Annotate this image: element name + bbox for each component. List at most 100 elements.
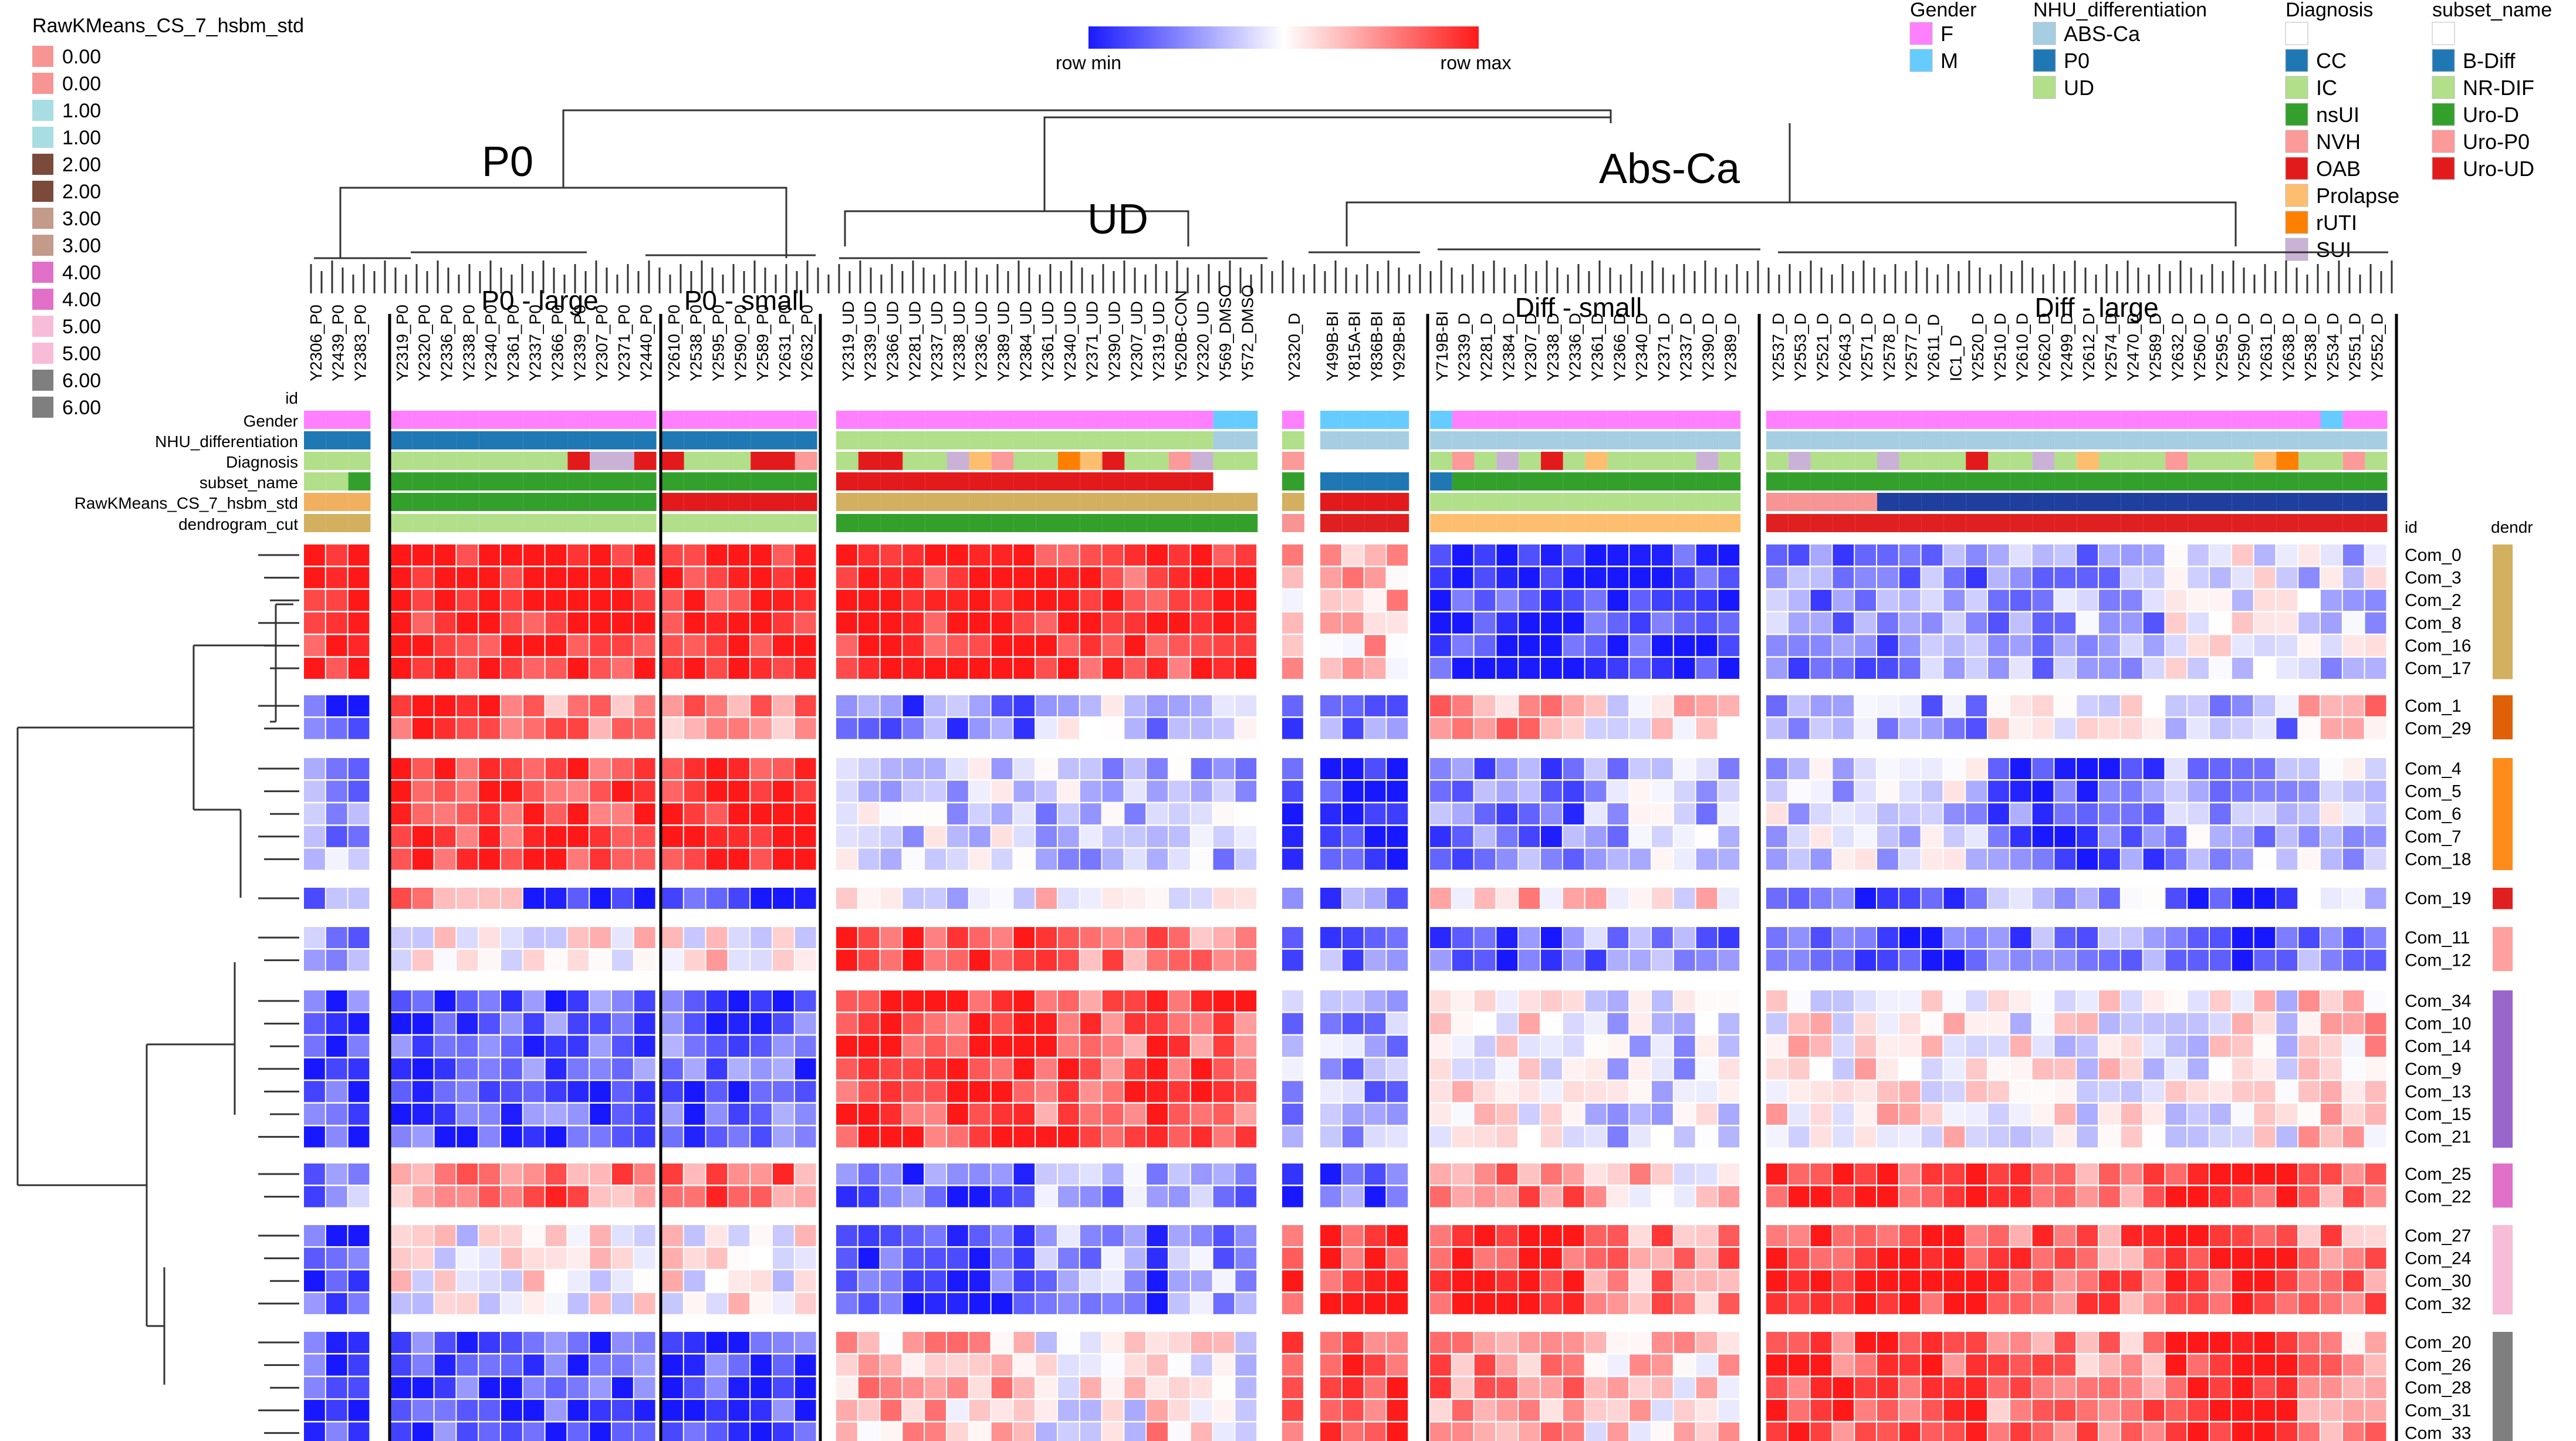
heatmap-cell: [858, 1293, 880, 1314]
heatmap-cell: [1320, 888, 1341, 909]
annotation-cell: [795, 411, 817, 429]
heatmap-cell: [1342, 848, 1364, 870]
annotation-cell: [1102, 493, 1125, 511]
heatmap-cell: [1102, 826, 1124, 847]
heatmap-cell: [1833, 949, 1854, 971]
heatmap-cell: [1496, 1186, 1518, 1207]
column-label: Y2337_P0: [526, 305, 545, 381]
heatmap-cell: [751, 1399, 772, 1421]
annotation-cell: [1235, 452, 1258, 470]
heatmap-cell: [304, 1354, 325, 1376]
column-label: Y2631_D: [2257, 313, 2276, 381]
legend-swatch: [2285, 76, 2308, 99]
heatmap-cell: [880, 888, 902, 909]
heatmap-cell: [1855, 1332, 1876, 1353]
heatmap-cell: [1607, 1081, 1629, 1102]
heatmap-cell: [925, 927, 946, 948]
annotation-cell: [2032, 431, 2055, 449]
heatmap-cell: [2188, 1354, 2209, 1376]
heatmap-cell: [728, 1013, 750, 1034]
heatmap-cell: [1674, 1081, 1695, 1102]
heatmap-cell: [2254, 780, 2276, 802]
heatmap-cell: [795, 1225, 816, 1246]
legend-swatch: [2033, 49, 2056, 72]
heatmap-cell: [1966, 1354, 1987, 1376]
heatmap-cell: [479, 1354, 500, 1376]
heatmap-cell: [501, 1104, 522, 1125]
annotation-cell: [1430, 452, 1452, 470]
heatmap-cell: [1988, 1104, 2009, 1125]
annotation-cell: [1282, 472, 1304, 491]
heatmap-cell: [2188, 1377, 2209, 1399]
annotation-cell: [1563, 493, 1586, 511]
legend-label: 5.00: [62, 316, 101, 338]
heatmap-cell: [2010, 1104, 2031, 1125]
heatmap-cell: [1342, 888, 1364, 909]
heatmap-cell: [590, 1081, 611, 1102]
annotation-cell: [567, 514, 590, 532]
heatmap-cell: [1191, 1422, 1212, 1441]
heatmap-cell: [662, 635, 683, 657]
annotation-cell: [1921, 472, 1944, 491]
heatmap-cell: [457, 635, 478, 657]
annotation-cell: [326, 431, 349, 449]
annotation-cell: [1541, 472, 1563, 491]
annotation-cell: [2165, 493, 2188, 511]
annotation-cell: [1988, 514, 2010, 532]
heatmap-cell: [1342, 695, 1364, 716]
heatmap-cell: [1080, 1036, 1101, 1057]
heatmap-cell: [947, 658, 968, 679]
heatmap-cell: [434, 1247, 456, 1269]
heatmap-cell: [634, 1377, 655, 1399]
heatmap-cell: [795, 1377, 816, 1399]
heatmap-cell: [1921, 1104, 1943, 1125]
heatmap-cell: [2032, 826, 2054, 847]
heatmap-cell: [1988, 1013, 2009, 1034]
annotation-cell: [1563, 452, 1586, 470]
annotation-cell: [1474, 472, 1497, 491]
heatmap-cell: [795, 803, 816, 825]
annotation-cell: [326, 493, 349, 511]
heatmap-cell: [348, 1186, 370, 1207]
column-label: Y2612_D: [2080, 313, 2098, 381]
heatmap-cell: [858, 949, 880, 971]
heatmap-cell: [1988, 1332, 2009, 1353]
heatmap-cell: [1124, 1354, 1146, 1376]
heatmap-cell: [1519, 758, 1540, 779]
heatmap-cell: [1387, 780, 1408, 802]
annotation-cell: [684, 472, 706, 491]
heatmap-cell: [2054, 1354, 2076, 1376]
row-label: Com_21: [2405, 1128, 2471, 1147]
heatmap-cell: [1342, 780, 1364, 802]
heatmap-cell: [2365, 780, 2386, 802]
heatmap-cell: [1235, 718, 1257, 739]
heatmap-cell: [925, 1377, 946, 1399]
heatmap-cell: [1364, 1058, 1386, 1080]
heatmap-cell: [2321, 1293, 2342, 1314]
annotation-cell: [1080, 452, 1103, 470]
annotation-cell: [1235, 514, 1258, 532]
heatmap-cell: [925, 1081, 946, 1102]
heatmap-cell: [1718, 544, 1740, 566]
heatmap-cell: [1988, 758, 2009, 779]
heatmap-cell: [2032, 803, 2054, 825]
annotation-cell: [1788, 493, 1811, 511]
heatmap-cell: [1766, 658, 1787, 679]
heatmap-cell: [2121, 1163, 2142, 1185]
heatmap-cell: [590, 1058, 611, 1080]
annotation-cell: [1541, 514, 1563, 532]
heatmap-cell: [1147, 1225, 1168, 1246]
heatmap-cell: [2143, 544, 2165, 566]
annotation-cell: [304, 411, 326, 429]
heatmap-cell: [1474, 1036, 1496, 1057]
annotation-cell: [1696, 514, 1719, 532]
heatmap-cell: [634, 1104, 655, 1125]
annotation-cell: [2210, 472, 2232, 491]
annotation-cell: [304, 431, 326, 449]
heatmap-cell: [1213, 1225, 1235, 1246]
heatmap-cell: [567, 1225, 589, 1246]
heatmap-cell: [1833, 1126, 1854, 1148]
heatmap-cell: [326, 718, 347, 739]
heatmap-cell: [2143, 567, 2165, 588]
heatmap-cell: [1169, 1163, 1190, 1185]
